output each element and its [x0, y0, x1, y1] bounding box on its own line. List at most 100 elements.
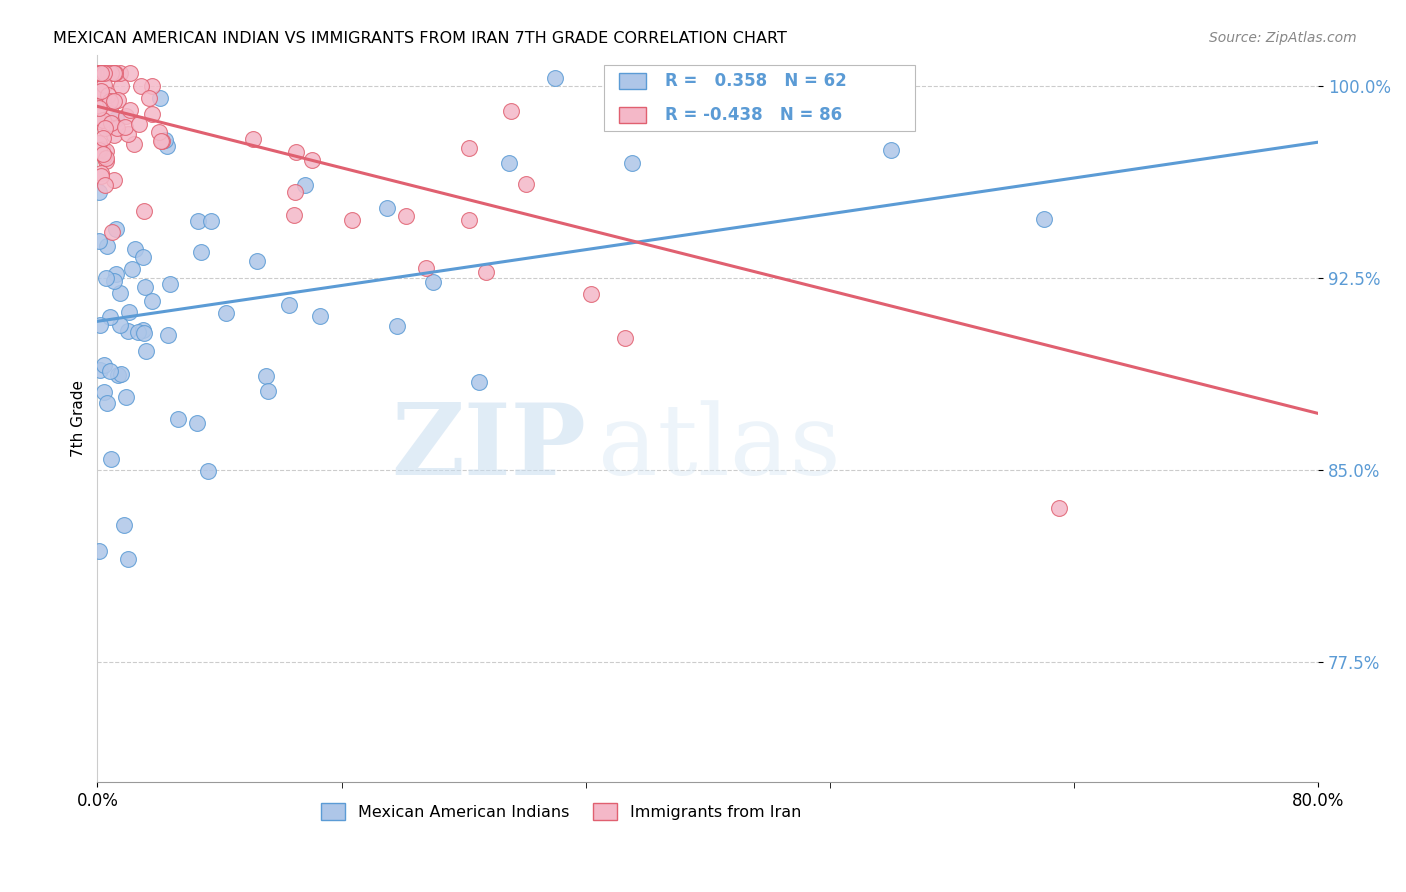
- Point: [131, 79, 153, 94]
- Point: [105, 221, 128, 235]
- Point: [112, 518, 135, 533]
- Point: [148, 90, 170, 104]
- Point: [285, 145, 308, 159]
- Point: [579, 286, 602, 301]
- Point: [107, 93, 129, 107]
- Point: [122, 137, 145, 152]
- FancyBboxPatch shape: [605, 64, 915, 131]
- Point: [124, 242, 146, 256]
- Point: [156, 138, 179, 153]
- Point: [294, 178, 316, 193]
- Point: [468, 375, 491, 389]
- Point: [90, 166, 112, 180]
- Point: [277, 298, 299, 312]
- Point: [96, 396, 118, 410]
- Point: [87, 143, 110, 157]
- Point: [91, 146, 114, 161]
- Point: [103, 66, 125, 80]
- Point: [90, 66, 112, 80]
- Point: [197, 464, 219, 478]
- Point: [93, 66, 115, 80]
- Point: [141, 294, 163, 309]
- Point: [93, 78, 115, 92]
- Point: [98, 95, 121, 109]
- Point: [501, 104, 523, 119]
- Text: Source: ZipAtlas.com: Source: ZipAtlas.com: [1209, 31, 1357, 45]
- Point: [110, 367, 132, 381]
- Point: [90, 87, 112, 101]
- Point: [498, 155, 520, 169]
- Point: [108, 66, 131, 80]
- Point: [118, 304, 141, 318]
- Point: [94, 121, 117, 136]
- Point: [141, 107, 163, 121]
- Point: [100, 116, 122, 130]
- Point: [90, 66, 112, 80]
- Text: MEXICAN AMERICAN INDIAN VS IMMIGRANTS FROM IRAN 7TH GRADE CORRELATION CHART: MEXICAN AMERICAN INDIAN VS IMMIGRANTS FR…: [53, 31, 787, 46]
- Point: [103, 173, 125, 187]
- Point: [114, 390, 136, 404]
- Text: ZIP: ZIP: [391, 399, 586, 496]
- Point: [87, 544, 110, 558]
- Point: [340, 213, 363, 227]
- Point: [87, 99, 110, 113]
- Point: [91, 112, 114, 127]
- Point: [89, 66, 111, 80]
- Point: [97, 120, 120, 135]
- Legend: Mexican American Indians, Immigrants from Iran: Mexican American Indians, Immigrants fro…: [315, 797, 808, 826]
- Point: [131, 323, 153, 337]
- Point: [457, 213, 479, 227]
- Point: [246, 254, 269, 268]
- Point: [93, 358, 115, 372]
- Point: [134, 279, 156, 293]
- Point: [1032, 212, 1054, 227]
- Point: [150, 134, 173, 148]
- Point: [93, 178, 115, 193]
- Point: [93, 66, 115, 80]
- Point: [110, 78, 132, 93]
- Point: [309, 309, 332, 323]
- Point: [121, 262, 143, 277]
- Point: [127, 325, 149, 339]
- Point: [93, 66, 115, 80]
- Point: [90, 142, 112, 156]
- Point: [114, 120, 136, 134]
- Point: [120, 66, 142, 80]
- Point: [89, 85, 111, 99]
- Point: [114, 109, 136, 123]
- Point: [301, 153, 323, 168]
- Point: [105, 267, 128, 281]
- Point: [614, 331, 637, 345]
- Point: [89, 66, 111, 80]
- Point: [135, 343, 157, 358]
- Point: [187, 213, 209, 227]
- Point: [87, 234, 110, 248]
- Point: [100, 66, 122, 80]
- Text: R =   0.358   N = 62: R = 0.358 N = 62: [665, 72, 846, 90]
- Point: [87, 185, 110, 199]
- Point: [132, 326, 155, 340]
- Point: [96, 151, 118, 165]
- FancyBboxPatch shape: [619, 73, 645, 89]
- Point: [93, 384, 115, 399]
- Point: [117, 324, 139, 338]
- Point: [103, 94, 125, 108]
- Y-axis label: 7th Grade: 7th Grade: [72, 380, 86, 457]
- Point: [117, 127, 139, 141]
- Point: [475, 265, 498, 279]
- Point: [100, 106, 122, 120]
- Point: [284, 186, 307, 200]
- Point: [94, 153, 117, 168]
- Point: [104, 66, 127, 80]
- Point: [97, 66, 120, 80]
- Text: atlas: atlas: [598, 400, 841, 496]
- Point: [159, 277, 181, 292]
- Point: [104, 112, 127, 126]
- Point: [128, 117, 150, 131]
- Point: [110, 318, 132, 332]
- Point: [515, 177, 537, 191]
- Point: [394, 209, 416, 223]
- Point: [90, 169, 112, 183]
- Point: [153, 133, 176, 147]
- Point: [107, 368, 129, 382]
